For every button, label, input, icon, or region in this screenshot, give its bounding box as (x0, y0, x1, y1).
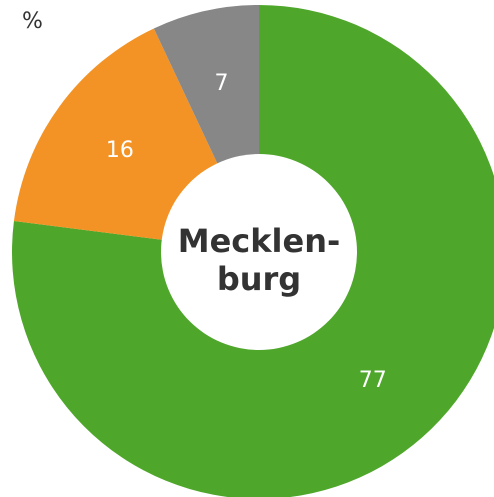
data-label: 7 (214, 71, 228, 96)
center-label: burg (217, 260, 301, 298)
center-hole (161, 154, 357, 350)
slice (12, 5, 494, 497)
data-label: 77 (359, 368, 387, 393)
center-label: Mecklen- (178, 222, 341, 260)
chart-title: % (22, 9, 43, 34)
data-label: 16 (106, 138, 134, 163)
